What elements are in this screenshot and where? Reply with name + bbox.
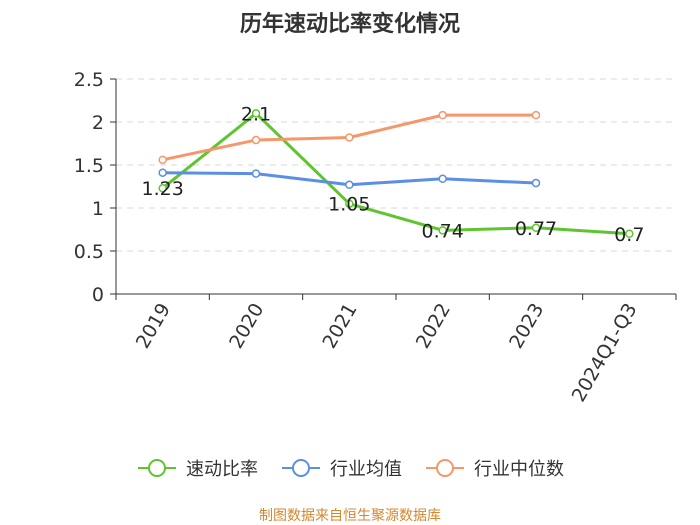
x-tick-label: 2024Q1-Q3 (568, 300, 642, 406)
data-label: 2.1 (241, 103, 271, 125)
data-label: 1.23 (142, 178, 184, 200)
y-tick-label: 2 (92, 112, 104, 134)
data-label: 0.77 (515, 218, 557, 240)
data-point (531, 178, 541, 188)
data-point (531, 110, 541, 120)
legend: 速动比率 行业均值 行业中位数 (0, 452, 700, 484)
y-tick-label: 1.5 (74, 155, 104, 177)
series-line (161, 111, 630, 236)
legend-swatch-icon (138, 459, 176, 477)
x-tick-label: 2023 (505, 300, 548, 353)
data-label: 1.05 (328, 194, 370, 216)
legend-label: 行业中位数 (474, 459, 564, 480)
legend-item[interactable]: 速动比率 (136, 455, 258, 481)
data-point (625, 229, 634, 239)
y-tick-label: 0.5 (74, 241, 104, 263)
legend-swatch-icon (282, 459, 320, 477)
data-point (438, 110, 447, 120)
legend-label: 行业均值 (330, 459, 402, 480)
data-point (251, 169, 261, 178)
data-point (438, 226, 447, 235)
axes: 0 0.5 1 1.5 2 2.5 2019 2020 2021 2022 2023 2024Q1-Q… (74, 69, 677, 406)
legend-swatch-icon (426, 459, 464, 477)
series-lines (158, 109, 634, 239)
grid-lines (116, 78, 676, 252)
chart-title: 历年速动比率变化情况 (239, 12, 460, 37)
y-tick-label: 0 (92, 284, 104, 306)
y-tick-label: 1 (92, 198, 104, 220)
source-note: 制图数据来自恒生聚源数据库 (259, 508, 441, 524)
data-point (251, 135, 261, 145)
legend-item[interactable]: 行业中位数 (424, 455, 564, 481)
legend-label: 速动比率 (186, 459, 258, 480)
line-chart: 0 0.5 1 1.5 2 2.5 2019 2020 2021 2022 2023 2024Q1-Q… (74, 69, 677, 406)
legend-item[interactable]: 行业均值 (280, 455, 402, 481)
data-point (438, 174, 447, 184)
data-point (158, 183, 167, 193)
data-labels: 1.23 2.1 1.05 0.74 0.77 0.7 (142, 103, 645, 245)
y-tick-label: 2.5 (74, 69, 104, 91)
data-label: 0.74 (422, 220, 464, 242)
data-point (158, 168, 167, 177)
data-point (251, 109, 261, 118)
x-tick-label: 2020 (225, 300, 268, 353)
x-tick-label: 2021 (318, 300, 361, 353)
x-tick-label: 2022 (412, 300, 455, 353)
data-point (531, 223, 541, 233)
data-point (345, 133, 354, 142)
data-point (345, 180, 354, 190)
data-label: 0.7 (614, 224, 644, 246)
data-point (345, 199, 354, 208)
x-tick-label: 2019 (132, 300, 175, 353)
data-point (158, 155, 167, 165)
